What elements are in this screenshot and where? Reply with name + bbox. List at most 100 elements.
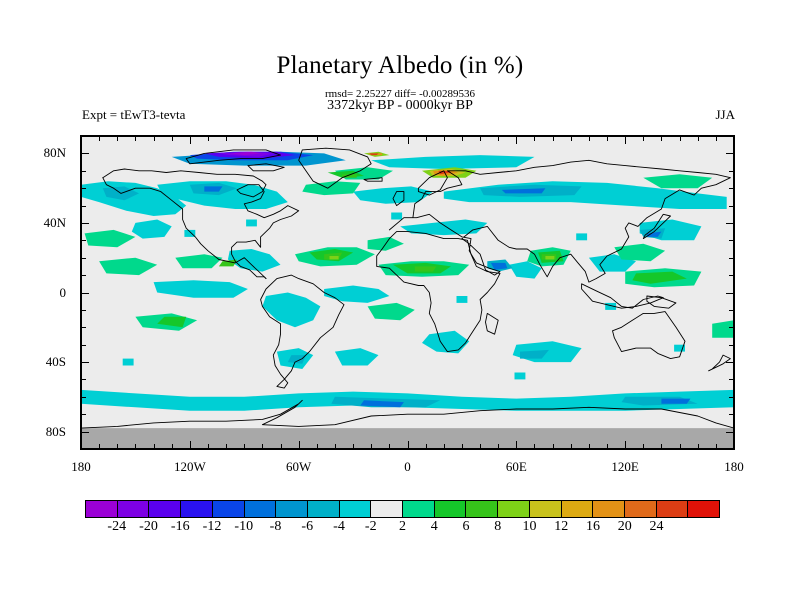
axis-tick-mark bbox=[81, 309, 86, 311]
anomaly-contour-patch bbox=[643, 174, 713, 189]
anomaly-contour-patch bbox=[342, 174, 357, 178]
colorbar-segment bbox=[592, 501, 624, 517]
axis-tick-mark bbox=[407, 441, 409, 449]
axis-tick-mark bbox=[679, 136, 681, 141]
x-axis-tick-label: 180 bbox=[724, 459, 744, 474]
axis-tick-mark bbox=[480, 444, 482, 449]
axis-tick-mark bbox=[81, 344, 86, 346]
colorbar-segment bbox=[243, 501, 276, 517]
axis-tick-mark bbox=[298, 441, 300, 449]
x-axis-labels: 180 120W 60W 0 60E 120E 180 bbox=[0, 455, 800, 477]
season-label: JJA bbox=[715, 107, 735, 122]
axis-tick-mark bbox=[729, 327, 734, 329]
colorbar-labels: -24 -20 -16 -12 -10 -8 -6 -4 -2 2 4 6 8 10 12 16 20 24 bbox=[0, 519, 800, 541]
colorbar-segment bbox=[687, 501, 720, 517]
experiment-label: Expt = tEwT3-tevta bbox=[82, 107, 186, 122]
anomaly-contour-patch bbox=[204, 186, 223, 192]
colorbar-tick-label: -8 bbox=[269, 519, 282, 534]
anomaly-contour-patch bbox=[262, 292, 321, 328]
period-annotation: 3372kyr BP - 0000kyr BP bbox=[327, 98, 473, 113]
antarctica-mask bbox=[81, 428, 734, 449]
anomaly-contour-patch bbox=[84, 229, 136, 248]
axis-tick-mark bbox=[81, 170, 86, 172]
anomaly-contour-patch bbox=[712, 320, 734, 338]
axis-tick-mark bbox=[552, 444, 554, 449]
colorbar-tick-label: -20 bbox=[139, 519, 158, 534]
anomaly-contour-patch bbox=[324, 285, 390, 303]
anomaly-contour-patch bbox=[153, 280, 248, 298]
axis-tick-mark bbox=[443, 444, 445, 449]
anomaly-contour-patch bbox=[275, 309, 286, 317]
axis-tick-mark bbox=[81, 257, 86, 259]
colorbar-tick-label: 16 bbox=[586, 519, 600, 534]
axis-tick-mark bbox=[262, 444, 264, 449]
rmsd-diff-annotation: rmsd= 2.25227 diff= -0.00289536 bbox=[324, 88, 475, 100]
anomaly-contour-patch bbox=[391, 212, 403, 220]
axis-tick-mark bbox=[81, 240, 86, 242]
colorbar-segment bbox=[528, 501, 561, 517]
axis-tick-mark bbox=[726, 292, 734, 294]
axis-tick-mark bbox=[443, 136, 445, 141]
coastline bbox=[185, 149, 281, 165]
colorbar bbox=[85, 500, 720, 518]
anomaly-contour-patch bbox=[329, 256, 339, 260]
colorbar-segment bbox=[180, 501, 212, 517]
coastline bbox=[376, 231, 501, 353]
axis-tick-mark bbox=[81, 188, 86, 190]
axis-tick-mark bbox=[207, 136, 209, 141]
axis-tick-mark bbox=[81, 222, 89, 224]
axis-tick-mark bbox=[316, 136, 318, 141]
coastline bbox=[102, 168, 300, 280]
anomaly-contour-patch bbox=[632, 271, 687, 284]
axis-tick-mark bbox=[81, 414, 86, 416]
axis-tick-mark bbox=[389, 444, 391, 449]
colorbar-segment bbox=[623, 501, 656, 517]
axis-tick-mark bbox=[729, 257, 734, 259]
arabia-patch bbox=[490, 262, 508, 270]
axis-tick-mark bbox=[661, 136, 663, 141]
axis-tick-mark bbox=[371, 136, 373, 141]
axis-tick-mark bbox=[588, 136, 590, 141]
axis-tick-mark bbox=[625, 136, 627, 144]
colorbar-segment bbox=[116, 501, 149, 517]
y-axis-tick-label: 80S bbox=[45, 423, 66, 439]
axis-tick-mark bbox=[353, 444, 355, 449]
anomaly-contour-patch bbox=[157, 316, 187, 328]
colorbar-tick-label: -4 bbox=[333, 519, 345, 534]
colorbar-segment bbox=[86, 501, 117, 517]
axis-tick-mark bbox=[189, 136, 191, 144]
axis-tick-mark bbox=[661, 444, 663, 449]
x-axis-tick-label: 120W bbox=[173, 459, 206, 474]
axis-tick-mark bbox=[280, 136, 282, 141]
axis-tick-mark bbox=[726, 222, 734, 224]
axis-tick-mark bbox=[729, 240, 734, 242]
anomaly-contour-patch bbox=[576, 233, 588, 241]
axis-tick-mark bbox=[461, 444, 463, 449]
axis-tick-mark bbox=[729, 275, 734, 277]
axis-tick-mark bbox=[99, 444, 101, 449]
colorbar-segment bbox=[370, 501, 403, 517]
axis-tick-mark bbox=[607, 136, 609, 141]
anomaly-contour-patch bbox=[302, 181, 361, 196]
coastline bbox=[642, 213, 671, 240]
axis-tick-mark bbox=[729, 205, 734, 207]
anomaly-contour-patch bbox=[122, 358, 134, 366]
axis-tick-mark bbox=[353, 136, 355, 141]
colorbar-tick-label: -2 bbox=[364, 519, 377, 534]
x-axis-tick-label: 120E bbox=[611, 459, 639, 474]
colorbar-tick-label: 8 bbox=[494, 519, 502, 534]
colorbar-tick-label: 4 bbox=[430, 519, 438, 534]
y-axis-labels: 80N 40N 0 40S 80S bbox=[0, 135, 74, 450]
axis-tick-mark bbox=[480, 136, 482, 141]
axis-tick-mark bbox=[498, 444, 500, 449]
anomaly-contour-patch bbox=[334, 348, 379, 366]
colorbar-tick-label: 12 bbox=[554, 519, 569, 534]
axis-tick-mark bbox=[81, 275, 86, 277]
axis-tick-mark bbox=[135, 136, 137, 141]
page-title: Planetary Albedo (in %) bbox=[276, 52, 524, 79]
coastline bbox=[708, 354, 731, 372]
axis-tick-mark bbox=[588, 444, 590, 449]
axis-tick-mark bbox=[516, 136, 518, 144]
axis-tick-mark bbox=[425, 136, 427, 141]
colorbar-tick-label: -16 bbox=[170, 519, 190, 534]
